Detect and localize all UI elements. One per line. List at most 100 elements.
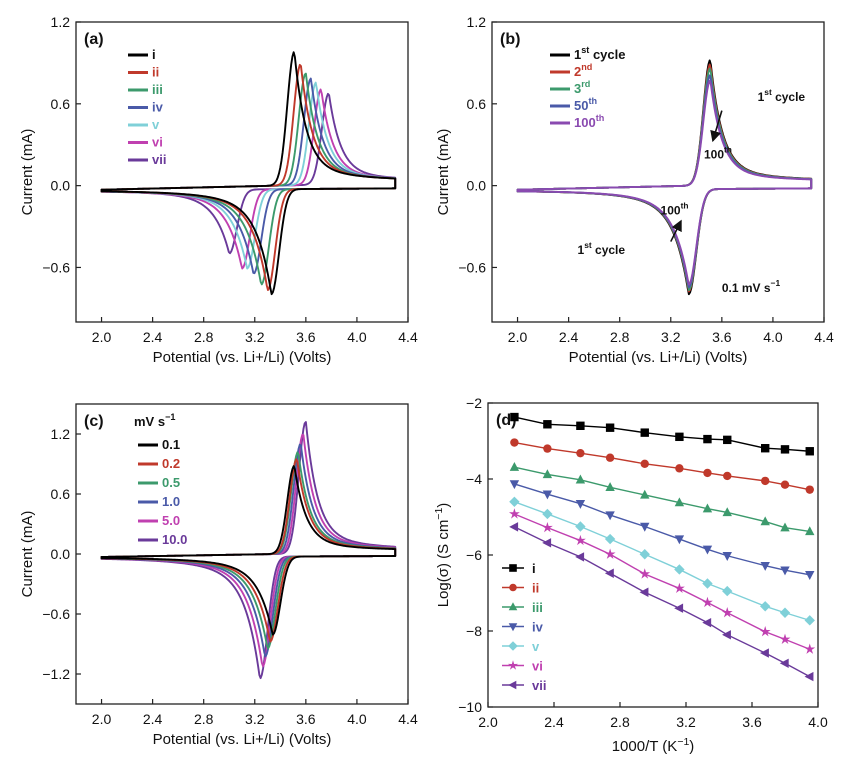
data-point (575, 500, 586, 509)
legend-entry: 0.2 (162, 456, 180, 471)
x-tick-label: 4.4 (398, 329, 418, 345)
data-point (721, 607, 733, 618)
data-point (509, 462, 520, 471)
annotation-100th: 100th (704, 144, 732, 161)
data-point (507, 660, 519, 670)
data-point (805, 526, 815, 536)
plot-frame (75, 21, 409, 323)
x-tick-label: 2.4 (143, 711, 163, 727)
y-tick-label: 1.2 (467, 14, 487, 30)
y-tick-label: −0.6 (42, 606, 70, 622)
series-line (100, 88, 397, 270)
x-tick-label: 4.0 (763, 329, 783, 345)
legend-entry: ii (152, 65, 159, 80)
data-point (722, 585, 733, 597)
data-point (541, 521, 553, 533)
data-point (510, 438, 519, 447)
y-axis-title: Current (mA) (19, 511, 36, 598)
data-point (805, 571, 815, 580)
x-tick-label: 2.8 (194, 329, 214, 345)
series-line (516, 67, 813, 292)
series-line (100, 465, 397, 636)
data-point (780, 445, 790, 454)
data-point (542, 469, 553, 479)
legend-entry: 1.0 (162, 494, 180, 509)
legend-entry: v (152, 117, 160, 132)
legend-entry: iv (152, 100, 164, 115)
data-point (780, 522, 790, 532)
y-tick-label: 0.6 (51, 96, 71, 112)
data-point (674, 564, 685, 575)
x-tick-label: 4.0 (347, 711, 367, 727)
data-point (674, 603, 684, 613)
data-point (604, 533, 616, 545)
data-point (640, 522, 650, 532)
legend-entry: vii (152, 152, 166, 167)
series-line (100, 421, 397, 680)
data-point (702, 617, 712, 628)
annotation-100th: 100th (661, 200, 689, 217)
data-point (508, 623, 518, 632)
y-axis-title: Current (mA) (19, 129, 36, 216)
data-point (604, 568, 614, 578)
data-point (759, 626, 771, 637)
x-tick-label: 2.0 (92, 329, 112, 345)
y-tick-label: 1.2 (51, 14, 71, 30)
legend-entry: vi (152, 135, 163, 150)
legend-entry: 50th (574, 96, 597, 113)
series-line (100, 63, 397, 291)
data-point (805, 485, 814, 494)
x-tick-label: 3.6 (712, 329, 732, 345)
x-tick-label: 2.0 (478, 714, 498, 730)
data-point (675, 464, 684, 473)
data-point (722, 552, 732, 561)
data-point (702, 578, 713, 589)
data-point (780, 566, 790, 576)
legend-entry: 100th (574, 113, 604, 130)
data-point (722, 630, 731, 640)
y-tick-label: −6 (466, 547, 482, 563)
data-point (639, 549, 650, 560)
data-point (780, 480, 790, 489)
data-point (639, 587, 649, 597)
y-tick-label: −0.6 (458, 259, 486, 275)
x-tick-label: 4.4 (814, 329, 834, 345)
y-tick-label: −4 (466, 471, 482, 487)
x-tick-label: 3.2 (676, 714, 696, 730)
x-axis-title: Potential (vs. Li+/Li) (Volts) (153, 349, 332, 366)
arrow (710, 110, 723, 143)
x-tick-label: 4.4 (398, 711, 418, 727)
y-tick-label: −8 (466, 623, 482, 639)
data-point (509, 496, 520, 507)
data-point (805, 447, 814, 456)
data-point (576, 421, 585, 430)
data-point (605, 453, 615, 462)
data-point (674, 535, 685, 545)
legend-entry: 0.1 (162, 437, 180, 452)
data-point (675, 432, 684, 442)
data-point (605, 482, 615, 492)
legend-entry: iv (532, 620, 544, 635)
x-tick-label: 3.2 (245, 711, 265, 727)
x-tick-label: 2.0 (92, 711, 112, 727)
x-tick-label: 3.6 (296, 329, 316, 345)
data-point (804, 643, 816, 654)
y-tick-label: 0.0 (467, 178, 487, 194)
data-point (640, 428, 649, 437)
data-point (574, 534, 586, 546)
data-point (508, 680, 517, 690)
data-point (575, 552, 585, 562)
legend-entry: i (152, 47, 156, 62)
legend-entry: v (532, 639, 540, 654)
y-tick-label: 0.0 (51, 178, 71, 194)
x-tick-label: 3.2 (245, 329, 265, 345)
data-point (509, 583, 517, 592)
legend-entry: 10.0 (162, 532, 187, 547)
data-point (576, 448, 585, 458)
plot-frame (491, 21, 825, 323)
series-line (100, 443, 397, 658)
data-point (804, 671, 814, 682)
y-tick-label: 0.6 (467, 96, 487, 112)
data-point (639, 568, 651, 579)
x-tick-label: 2.4 (143, 329, 163, 345)
